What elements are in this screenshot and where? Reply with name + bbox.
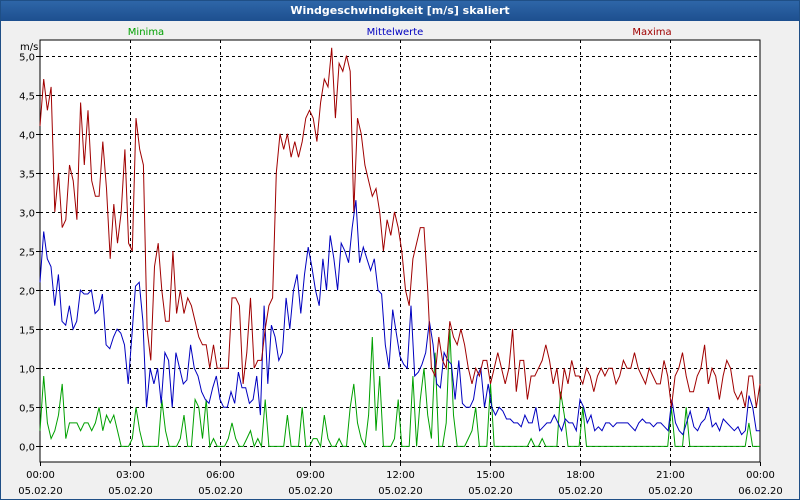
y-tick-label: 1,0 — [19, 365, 35, 376]
y-tick-label: 4,5 — [19, 92, 35, 103]
x-tick-time: 00:00 — [746, 470, 775, 481]
series-line-maxima — [39, 47, 761, 408]
y-tick-label: 0,5 — [19, 404, 35, 415]
x-tick-date: 05.02.20 — [558, 486, 603, 497]
x-tick-time: 18:00 — [566, 470, 595, 481]
series-line-mittelwerte — [39, 200, 760, 436]
x-tick-date: 05.02.20 — [288, 486, 333, 497]
y-axis-label: m/s — [20, 42, 38, 53]
y-tick-label: 0,0 — [19, 443, 35, 454]
x-tick-time: 12:00 — [386, 470, 415, 481]
x-tick-time: 15:00 — [476, 470, 505, 481]
legend-maxima: Maxima — [632, 27, 671, 38]
x-tick-time: 00:00 — [26, 470, 55, 481]
y-tick-label: 3,0 — [19, 209, 35, 220]
series-lines — [39, 47, 761, 449]
y-tick-label: 2,5 — [19, 248, 35, 259]
window-title: Windgeschwindigkeit [m/s] skaliert — [1, 1, 799, 21]
x-tick-time: 06:00 — [206, 470, 235, 481]
legend-mittelwerte: Mittelwerte — [367, 27, 424, 38]
x-tick-date: 05.02.20 — [378, 486, 423, 497]
y-tick-label: 1,5 — [19, 326, 35, 337]
x-tick-date: 06.02.20 — [738, 486, 783, 497]
x-tick-date: 05.02.20 — [18, 486, 63, 497]
y-tick-label: 5,0 — [19, 53, 35, 64]
y-tick-label: 4,0 — [19, 131, 35, 142]
y-tick-label: 3,5 — [19, 170, 35, 181]
x-tick-time: 09:00 — [296, 470, 325, 481]
y-tick-label: 2,0 — [19, 287, 35, 298]
x-tick-time: 21:00 — [656, 470, 685, 481]
y-axis-ticks: 0,0 0,5 1,0 1,5 2,0 2,5 3,0 3,5 4,0 4,5 5,0 — [19, 53, 40, 454]
x-tick-date: 05.02.20 — [648, 486, 693, 497]
series-line-minima — [39, 329, 760, 449]
x-tick-date: 05.02.20 — [108, 486, 153, 497]
x-tick-date: 05.02.20 — [468, 486, 513, 497]
legend-minima: Minima — [128, 27, 164, 38]
x-axis-ticks: 00:00 05.02.20 03:00 05.02.20 06:00 05.02.20 0… — [18, 462, 783, 497]
x-tick-time: 03:00 — [116, 470, 145, 481]
x-tick-date: 05.02.20 — [198, 486, 243, 497]
